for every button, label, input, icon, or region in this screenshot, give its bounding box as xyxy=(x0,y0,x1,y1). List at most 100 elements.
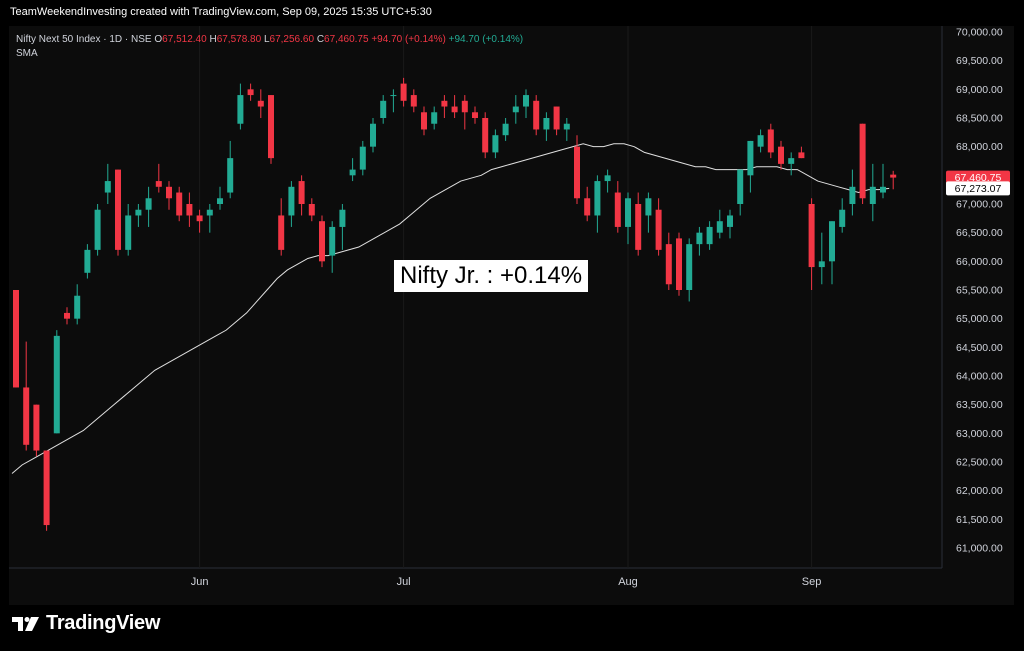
low-value: 67,256.60 xyxy=(269,34,315,45)
candle-down xyxy=(43,450,50,526)
candle-down xyxy=(614,192,621,227)
candle-up xyxy=(339,209,346,227)
candle-up xyxy=(237,95,244,124)
y-tick-label: 70,000.00 xyxy=(956,27,1003,39)
candle-down xyxy=(400,83,407,101)
x-tick-label: Sep xyxy=(802,576,822,588)
candle-down xyxy=(553,106,560,130)
candle-up xyxy=(329,226,336,256)
candle-down xyxy=(533,100,540,130)
candle-up xyxy=(849,186,856,204)
candle-down xyxy=(482,118,489,153)
change-value-secondary: +94.70 (+0.14%) xyxy=(448,34,524,45)
sma-indicator-label[interactable]: SMA xyxy=(16,48,38,59)
candle-up xyxy=(349,169,356,176)
chart-area[interactable] xyxy=(9,26,1014,605)
y-tick-label: 65,000.00 xyxy=(956,313,1003,325)
candle-up xyxy=(227,158,234,193)
candle-down xyxy=(13,290,19,388)
candle-up xyxy=(145,198,152,210)
candle-up xyxy=(625,198,631,227)
candle-up xyxy=(818,261,825,268)
candle-down xyxy=(268,95,274,159)
candle-down xyxy=(584,198,591,216)
attribution-header: TeamWeekendInvesting created with Tradin… xyxy=(10,6,432,18)
candle-down xyxy=(166,186,172,199)
candle-up xyxy=(53,335,60,434)
y-tick-label: 61,500.00 xyxy=(956,514,1003,526)
y-tick-label: 62,000.00 xyxy=(956,485,1003,497)
candle-up xyxy=(84,249,91,273)
candle-down xyxy=(665,244,672,285)
x-tick-label: Jun xyxy=(191,576,209,588)
candle-up xyxy=(839,209,846,227)
last-price-label: 67,460.75 xyxy=(955,172,1002,184)
candle-up xyxy=(104,181,111,193)
candle-down xyxy=(859,123,866,199)
candle-down xyxy=(257,100,264,107)
y-tick-label: 63,000.00 xyxy=(956,428,1003,440)
candle-down xyxy=(461,100,468,113)
candle-up xyxy=(594,181,601,216)
open-value: 67,512.40 xyxy=(162,34,207,45)
candle-up xyxy=(94,209,101,250)
candle-down xyxy=(778,146,784,164)
candle-up xyxy=(125,215,132,250)
candle-down xyxy=(655,209,662,250)
symbol-legend[interactable]: Nifty Next 50 Index · 1D · NSE O67,512.4… xyxy=(16,34,523,59)
candle-down xyxy=(308,204,315,216)
candle-up xyxy=(686,244,693,290)
candle-down xyxy=(176,192,183,216)
y-tick-label: 61,000.00 xyxy=(956,543,1003,555)
performance-annotation: Nifty Jr. : +0.14% xyxy=(394,260,589,292)
candle-up xyxy=(135,209,142,216)
candle-up xyxy=(431,112,438,124)
candle-down xyxy=(421,112,427,130)
tradingview-brand[interactable]: TradingView xyxy=(12,612,160,635)
candle-down xyxy=(278,215,285,250)
sma-value-label: 67,273.07 xyxy=(955,183,1002,195)
candle-up xyxy=(829,221,835,262)
candle-down xyxy=(441,100,448,107)
candle-down xyxy=(247,89,254,96)
candle-up xyxy=(390,95,397,97)
candle-down xyxy=(798,152,805,159)
candle-up xyxy=(288,186,295,216)
candle-down xyxy=(115,169,121,250)
open-label: O xyxy=(154,34,163,45)
candle-up xyxy=(380,100,387,118)
candle-up xyxy=(523,95,529,107)
candle-up xyxy=(370,123,376,147)
candle-down xyxy=(767,129,774,153)
candle-up xyxy=(788,158,795,164)
candle-up xyxy=(727,215,733,227)
sma-line xyxy=(11,143,890,474)
y-tick-label: 62,500.00 xyxy=(956,457,1003,469)
y-tick-label: 69,500.00 xyxy=(956,55,1003,67)
candle-up xyxy=(757,135,764,147)
sma-value-badge xyxy=(946,181,1010,196)
high-label: H xyxy=(209,34,217,45)
close-label: C xyxy=(316,34,325,45)
candle-up xyxy=(696,232,703,245)
candle-down xyxy=(451,106,458,113)
candle-up xyxy=(869,186,876,204)
candle-up xyxy=(706,226,713,245)
candle-up xyxy=(217,198,223,204)
candle-up xyxy=(206,209,213,216)
x-tick-label: Jul xyxy=(397,576,411,588)
candle-up xyxy=(563,123,570,130)
candle-down xyxy=(676,238,682,290)
candle-down xyxy=(155,181,162,187)
y-tick-label: 64,500.00 xyxy=(956,342,1003,354)
candle-down xyxy=(319,221,325,262)
high-value: 67,578.80 xyxy=(216,34,262,45)
y-tick-label: 63,500.00 xyxy=(956,399,1003,411)
candle-up xyxy=(543,118,550,130)
candle-up xyxy=(359,146,366,170)
candle-down xyxy=(410,95,417,107)
candle-down xyxy=(890,174,897,178)
candle-down xyxy=(33,404,40,451)
candle-up xyxy=(492,135,499,153)
